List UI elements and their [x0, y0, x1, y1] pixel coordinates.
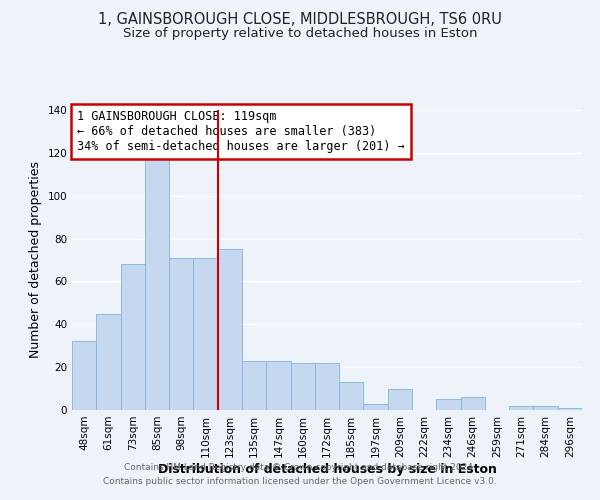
Bar: [461, 397, 485, 410]
Bar: [72, 342, 96, 410]
Bar: [509, 406, 533, 410]
Bar: [145, 157, 169, 410]
Text: 1, GAINSBOROUGH CLOSE, MIDDLESBROUGH, TS6 0RU: 1, GAINSBOROUGH CLOSE, MIDDLESBROUGH, TS…: [98, 12, 502, 28]
Text: Contains HM Land Registry data © Crown copyright and database right 2024.: Contains HM Land Registry data © Crown c…: [124, 464, 476, 472]
Text: 1 GAINSBOROUGH CLOSE: 119sqm
← 66% of detached houses are smaller (383)
34% of s: 1 GAINSBOROUGH CLOSE: 119sqm ← 66% of de…: [77, 110, 405, 153]
Bar: [315, 363, 339, 410]
Bar: [558, 408, 582, 410]
Bar: [96, 314, 121, 410]
Bar: [121, 264, 145, 410]
Bar: [218, 250, 242, 410]
Bar: [533, 406, 558, 410]
Text: Size of property relative to detached houses in Eston: Size of property relative to detached ho…: [123, 28, 477, 40]
Bar: [169, 258, 193, 410]
Y-axis label: Number of detached properties: Number of detached properties: [29, 162, 42, 358]
Bar: [339, 382, 364, 410]
Bar: [388, 388, 412, 410]
Bar: [436, 400, 461, 410]
Bar: [266, 360, 290, 410]
Bar: [364, 404, 388, 410]
X-axis label: Distribution of detached houses by size in Eston: Distribution of detached houses by size …: [158, 462, 496, 475]
Bar: [242, 360, 266, 410]
Bar: [290, 363, 315, 410]
Text: Contains public sector information licensed under the Open Government Licence v3: Contains public sector information licen…: [103, 477, 497, 486]
Bar: [193, 258, 218, 410]
